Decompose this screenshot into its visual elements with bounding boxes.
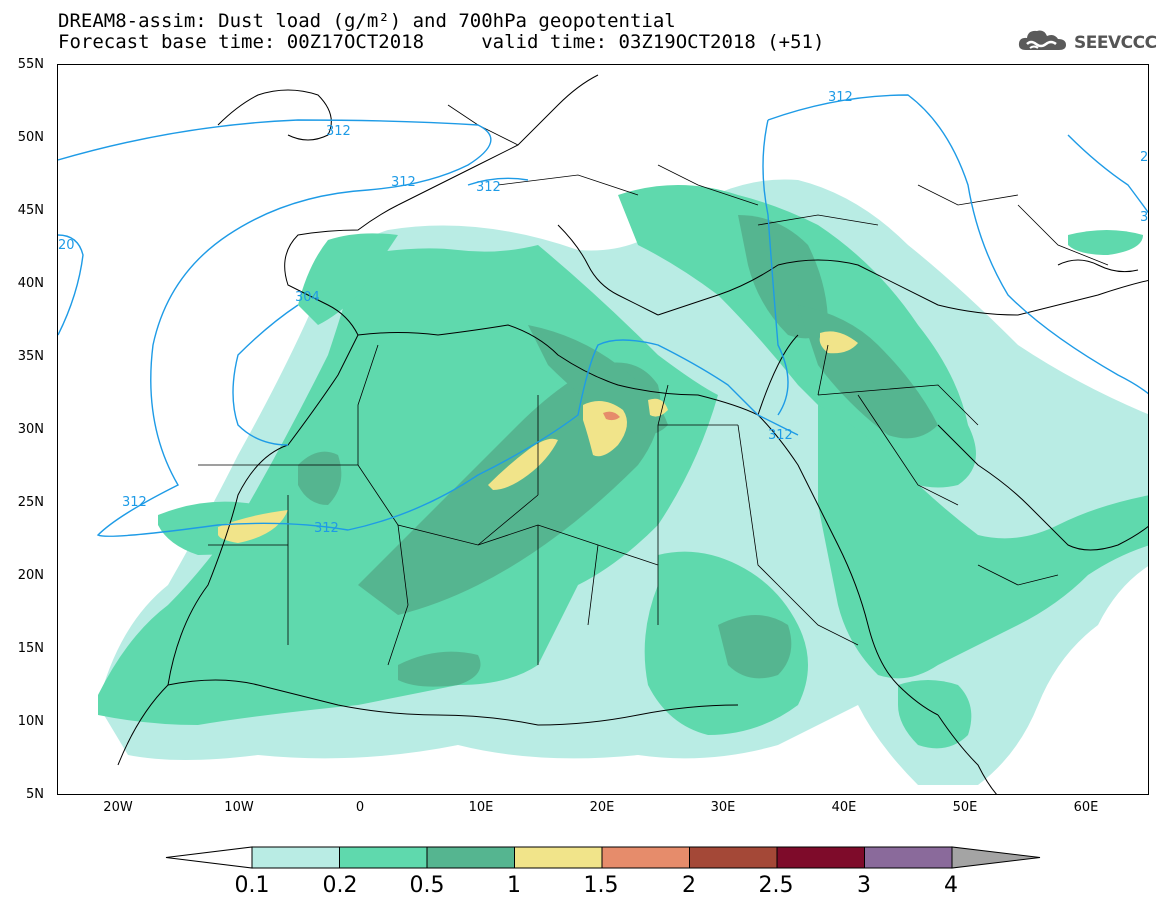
- colorbar-swatch: [426, 846, 515, 869]
- coastlines: [117, 74, 1148, 794]
- contour-label: 312: [122, 495, 147, 510]
- colorbar-label: 0.5: [409, 873, 445, 898]
- contour-label: 312: [476, 180, 501, 195]
- contour-label: 312: [768, 428, 793, 443]
- colorbar-label: 4: [944, 873, 958, 898]
- colorbar-label: 0.2: [322, 873, 358, 898]
- contour-label: 312: [391, 175, 416, 190]
- map-title: DREAM8-assim: Dust load (g/m²) and 700hP…: [58, 10, 676, 32]
- colorbar-label: 2.5: [758, 873, 794, 898]
- lon-label: 10W: [224, 800, 254, 815]
- contour-label: 20: [58, 238, 75, 253]
- contour-label: 312: [828, 90, 853, 105]
- lat-label: 55N: [17, 57, 44, 72]
- lat-label: 25N: [17, 495, 44, 510]
- contour-label: 312: [326, 124, 351, 139]
- lat-label: 45N: [17, 203, 44, 218]
- colorbar-swatch: [776, 846, 865, 869]
- lat-label: 10N: [17, 714, 44, 729]
- colorbar-label: 3: [857, 873, 871, 898]
- lat-label: 40N: [17, 276, 44, 291]
- contour-label: 2: [1140, 150, 1148, 165]
- dust-load-map: 312 312 312 304 312 312 312 312 20 2 3: [57, 64, 1149, 795]
- lon-label: 20W: [103, 800, 133, 815]
- lon-label: 30E: [710, 800, 736, 815]
- colorbar-over-triangle: [951, 846, 1041, 869]
- cloud-logo-icon: [1018, 28, 1070, 58]
- colorbar-label: 2: [682, 873, 696, 898]
- colorbar-swatch: [514, 846, 603, 869]
- colorbar-label: 0.1: [234, 873, 270, 898]
- colorbar-swatch: [601, 846, 690, 869]
- geopotential-contours: [58, 94, 1148, 537]
- forecast-time-line: Forecast base time: 00Z17OCT2018 valid t…: [58, 31, 825, 53]
- map-canvas: 312 312 312 304 312 312 312 312 20 2 3: [58, 74, 1148, 794]
- lat-label: 15N: [17, 641, 44, 656]
- dust-layer-1.5: [603, 411, 620, 421]
- lat-label: 35N: [17, 349, 44, 364]
- lon-label: 20E: [589, 800, 615, 815]
- colorbar-swatch: [251, 846, 340, 869]
- logo-text: SEEVCCC: [1074, 33, 1157, 53]
- contour-label: 3: [1140, 210, 1148, 225]
- lon-label: 10E: [468, 800, 494, 815]
- colorbar-swatch: [689, 846, 778, 869]
- contour-labels: 312 312 312 304 312 312 312 312 20 2 3: [58, 90, 1148, 536]
- contour-label: 304: [295, 290, 320, 305]
- lon-label: 60E: [1073, 800, 1099, 815]
- lon-label: 50E: [952, 800, 978, 815]
- contour-label: 312: [314, 521, 339, 536]
- lat-label: 50N: [17, 130, 44, 145]
- colorbar-label: 1.5: [583, 873, 619, 898]
- colorbar-label: 1: [507, 873, 521, 898]
- colorbar-swatch: [339, 846, 428, 869]
- lon-label: 40E: [831, 800, 857, 815]
- seevccc-logo: SEEVCCC: [1018, 28, 1157, 58]
- colorbar-under-triangle: [165, 846, 253, 869]
- lon-label: 0: [355, 800, 365, 815]
- country-borders: [198, 104, 1109, 666]
- lat-label: 5N: [26, 787, 44, 802]
- colorbar-swatch: [864, 846, 953, 869]
- lat-label: 30N: [17, 422, 44, 437]
- lat-label: 20N: [17, 568, 44, 583]
